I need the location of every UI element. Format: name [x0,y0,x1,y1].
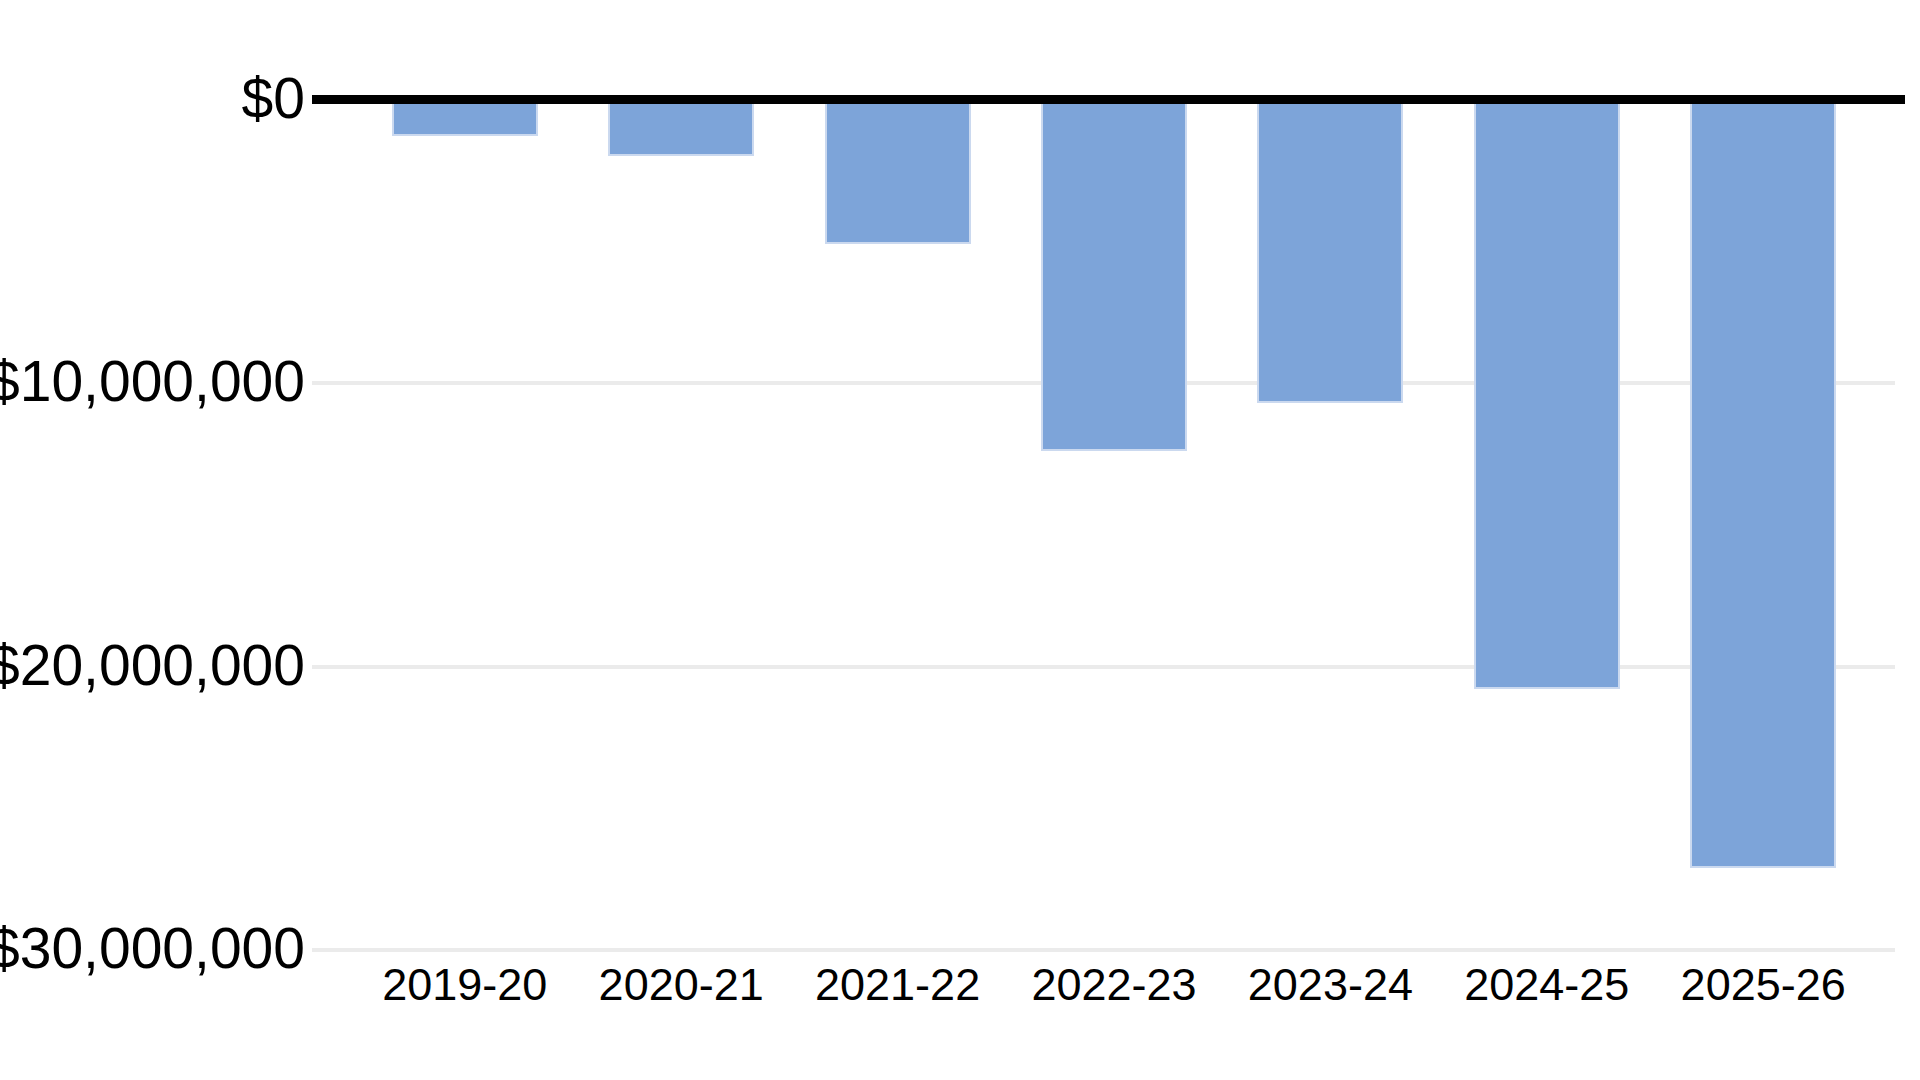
x-axis-tick-label: 2024-25 [1464,960,1629,1010]
gridline [312,948,1895,952]
y-axis-tick-label: -$20,000,000 [0,637,305,694]
y-axis-tick-label: -$10,000,000 [0,353,305,410]
x-axis-tick-label: 2022-23 [1031,960,1196,1010]
bar-2024-25 [1474,100,1620,690]
zero-baseline [312,95,1905,104]
bar-2022-23 [1041,100,1187,452]
y-axis-tick-label: -$30,000,000 [0,920,305,977]
bar-2020-21 [608,100,754,157]
bar-2023-24 [1257,100,1403,403]
bar-2021-22 [825,100,971,245]
bar-2019-20 [392,100,538,137]
gridline [312,665,1895,669]
y-axis-tick-label: $0 [242,70,305,127]
x-axis-tick-label: 2025-26 [1681,960,1846,1010]
bar-2025-26 [1690,100,1836,868]
x-axis-tick-label: 2021-22 [815,960,980,1010]
bar-chart: $0 -$10,000,000 -$20,000,000 -$30,000,000 20… [0,0,1920,1080]
x-axis-tick-label: 2019-20 [382,960,547,1010]
x-axis-tick-label: 2023-24 [1248,960,1413,1010]
x-axis-tick-label: 2020-21 [599,960,764,1010]
